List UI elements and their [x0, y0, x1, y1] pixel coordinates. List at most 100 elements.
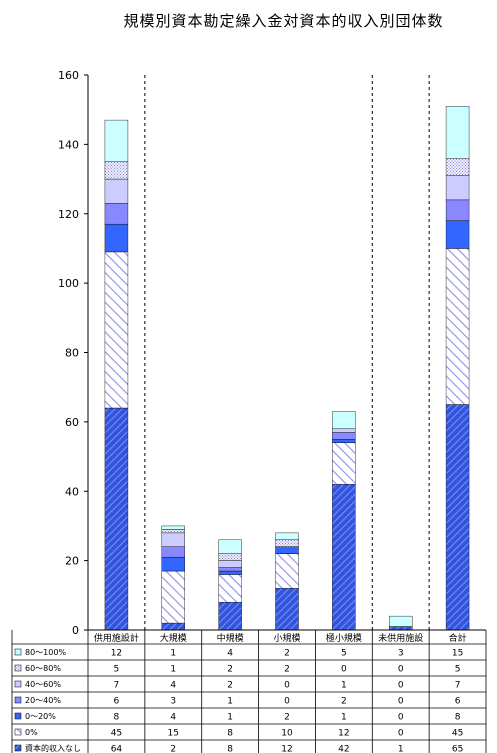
legend-entry-label: 0% [25, 728, 38, 737]
bar-segment-4-5 [332, 432, 356, 440]
legend-entry-label: 40～60% [25, 680, 61, 689]
data-value-label: 4 [227, 649, 233, 659]
data-value-label: 5 [341, 649, 347, 659]
data-value-label: 1 [170, 665, 176, 675]
data-value-label: 64 [111, 745, 123, 753]
bar-segment-1-1 [104, 407, 129, 631]
bar-segment-2-3 [218, 574, 242, 603]
bar-segment-2-1 [104, 251, 129, 409]
data-value-label: 4 [170, 713, 176, 723]
data-value-label: 0 [398, 681, 404, 691]
bar-segment-5-1 [104, 178, 129, 204]
data-value-label: 1 [341, 713, 347, 723]
data-value-label: 3 [170, 697, 176, 707]
legend-key [14, 680, 22, 688]
data-value-label: 8 [455, 713, 461, 723]
category-label: 中規模 [217, 632, 244, 644]
legend-key [14, 712, 22, 720]
data-value-label: 2 [284, 665, 290, 675]
data-value-label: 45 [111, 729, 122, 739]
category-label: 供用施設計 [94, 632, 139, 644]
category-label: 合計 [449, 632, 467, 644]
legend-key [14, 648, 22, 656]
bar-segment-6-4 [275, 539, 299, 547]
bar-segment-7-6 [389, 615, 413, 627]
bar-segment-7-4 [275, 532, 299, 541]
data-value-label: 3 [398, 649, 404, 659]
y-tick-label: 160 [58, 69, 79, 82]
bar-segment-1-2 [161, 622, 185, 631]
bar-segment-3-4 [275, 546, 299, 554]
data-value-label: 1 [341, 681, 347, 691]
legend-entry-label: 20～40% [25, 696, 61, 705]
data-value-label: 2 [341, 697, 347, 707]
data-value-label: 2 [170, 745, 176, 753]
legend-key [14, 744, 22, 752]
bar-segment-6-2 [161, 529, 185, 534]
bar-segment-2-7 [445, 248, 470, 405]
y-tick-label: 20 [65, 555, 79, 568]
bar-segment-7-2 [161, 525, 185, 530]
bar-segment-2-4 [275, 553, 299, 589]
data-value-label: 4 [170, 681, 176, 691]
y-tick-label: 100 [58, 277, 79, 290]
data-value-label: 1 [398, 745, 404, 753]
data-value-label: 15 [452, 649, 463, 659]
bar-segment-4-2 [161, 546, 185, 558]
bars-layer [104, 106, 470, 631]
legend-entry-label: 資本的収入なし [25, 743, 81, 753]
bar-segment-3-2 [161, 556, 185, 572]
data-value-label: 0 [398, 665, 404, 675]
legend-entry-label: 80～100% [25, 648, 66, 657]
group-separators [144, 75, 430, 630]
data-value-label: 65 [452, 745, 463, 753]
bar-segment-2-5 [332, 442, 356, 485]
category-label: 極小規模 [326, 632, 362, 644]
data-value-label: 6 [114, 697, 120, 707]
bar-segment-1-6 [389, 626, 413, 631]
bar-segment-6-7 [445, 158, 470, 176]
chart-title: 規模別資本勘定繰入金対資本的収入別団体数 [123, 12, 444, 30]
data-value-label: 7 [114, 681, 120, 691]
data-value-label: 1 [227, 697, 233, 707]
y-tick-label: 40 [65, 485, 79, 498]
data-value-label: 2 [227, 681, 233, 691]
data-value-label: 0 [398, 729, 404, 739]
data-value-label: 5 [455, 665, 461, 675]
category-label: 小規模 [273, 633, 300, 644]
bar-segment-5-5 [332, 428, 356, 433]
data-value-label: 0 [398, 697, 404, 707]
bar-segment-6-3 [218, 553, 242, 561]
bar-segment-7-1 [104, 119, 129, 162]
bar-segment-7-7 [445, 106, 470, 159]
y-tick-label: 80 [65, 347, 79, 360]
bar-segment-2-2 [161, 570, 185, 624]
data-value-label: 10 [281, 729, 293, 739]
data-value-label: 6 [455, 697, 461, 707]
bar-segment-4-1 [104, 203, 129, 225]
legend-entry-label: 0～20% [25, 712, 56, 721]
data-value-label: 1 [227, 713, 233, 723]
data-value-label: 12 [338, 729, 349, 739]
bar-segment-3-7 [445, 220, 470, 249]
data-value-label: 0 [284, 697, 290, 707]
y-tick-label: 120 [58, 208, 79, 221]
bar-segment-3-5 [332, 439, 356, 443]
bar-segment-1-5 [332, 484, 356, 631]
data-value-label: 45 [452, 729, 463, 739]
data-value-label: 42 [338, 745, 349, 753]
bar-segment-5-3 [218, 560, 242, 568]
data-value-label: 8 [227, 745, 233, 753]
bar-segment-1-4 [275, 588, 299, 631]
bar-segment-1-3 [218, 602, 242, 631]
bar-segment-1-7 [445, 404, 470, 631]
data-value-label: 5 [114, 665, 120, 675]
y-tick-label: 60 [65, 416, 79, 429]
bar-segment-3-1 [104, 223, 129, 253]
data-value-label: 2 [284, 713, 290, 723]
category-label: 大規模 [160, 632, 187, 644]
data-value-label: 2 [284, 649, 290, 659]
data-value-label: 2 [227, 665, 233, 675]
bar-segment-7-5 [332, 411, 356, 430]
